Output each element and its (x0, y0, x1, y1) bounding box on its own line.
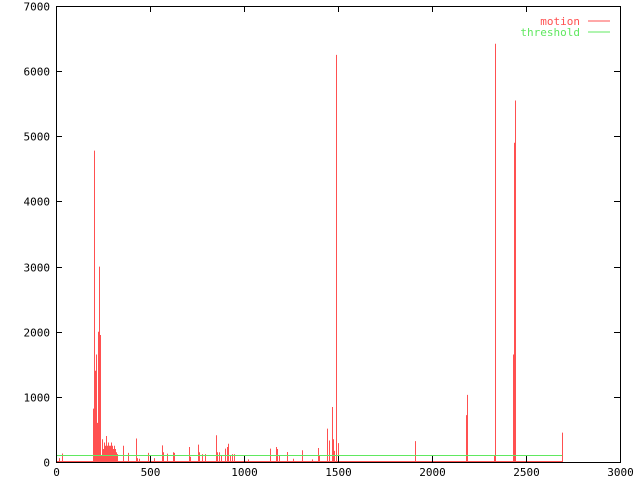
x-tick-label: 1000 (231, 466, 258, 479)
y-tick-label: 7000 (24, 1, 51, 14)
y-tick-label: 6000 (24, 66, 51, 79)
axis-ticks: 0 500 1000 1500 2000 2500 3000 0 1000 2000 3000 400… (24, 1, 634, 480)
legend-label-motion: motion (540, 15, 580, 28)
x-tick-label: 2500 (513, 466, 540, 479)
y-tick-label: 5000 (24, 131, 51, 144)
y-tick-label: 3000 (24, 262, 51, 275)
x-tick-label: 1500 (325, 466, 352, 479)
x-tick-label: 500 (141, 466, 161, 479)
x-tick-label: 3000 (607, 466, 634, 479)
y-tick-label: 4000 (24, 196, 51, 209)
x-tick-label: 0 (53, 466, 60, 479)
y-tick-label: 0 (43, 457, 50, 470)
x-tick-label: 2000 (419, 466, 446, 479)
plot-frame (56, 6, 621, 463)
legend-label-threshold: threshold (520, 26, 580, 39)
plot-marks (56, 43, 563, 462)
y-tick-label: 1000 (24, 392, 51, 405)
y-tick-label: 2000 (24, 327, 51, 340)
legend: motion threshold (520, 15, 610, 39)
